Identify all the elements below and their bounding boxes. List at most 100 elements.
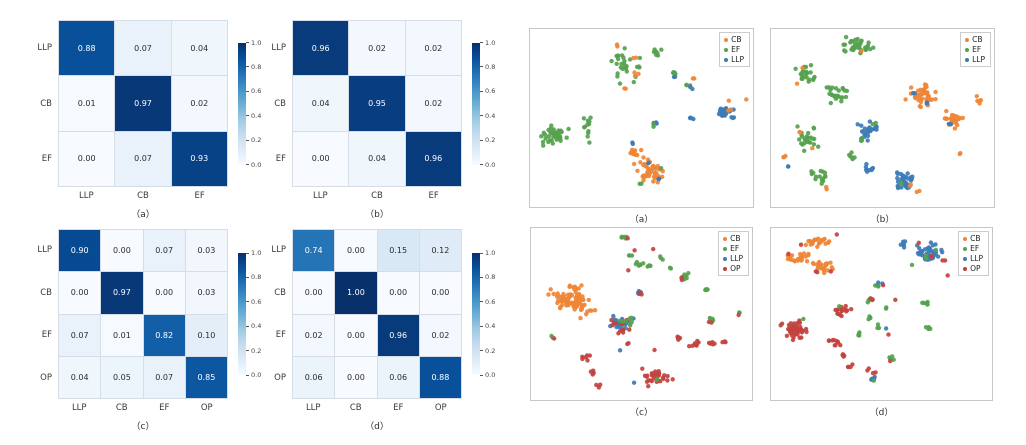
scatter-series-OP	[893, 297, 898, 302]
colorbar-tick-mark	[246, 301, 249, 303]
matrix-cell: 0.00	[293, 272, 335, 314]
legend-label: OP	[970, 264, 981, 273]
legend-label: EF	[972, 45, 982, 54]
matrix-cell: 0.97	[115, 76, 171, 131]
legend: CB EF LLP OP	[718, 231, 749, 276]
heatmap-area: LLP CB EF 0.96 0.02 0.02 0.04 0.95 0.02 0.00 0.04 0…	[258, 0, 503, 201]
legend-dot-icon	[724, 57, 729, 62]
scatter-series-CB	[744, 97, 749, 102]
row-label: LLP	[271, 42, 286, 53]
colorbar-tick-mark	[480, 90, 483, 92]
scatter-series-EF	[651, 47, 664, 58]
scatter-series-CB	[781, 153, 788, 160]
scatter-series-LLP	[646, 160, 651, 166]
scatter-series-EF	[801, 316, 806, 322]
row-labels: LLP CB EF	[258, 20, 292, 187]
tsne-plot-c: CB EF LLP OP （c）	[530, 227, 753, 418]
legend-dot-icon	[723, 246, 728, 251]
matrix-cell: 0.88	[59, 21, 115, 76]
scatter-series-EF	[703, 287, 710, 293]
matrix-cell: 0.04	[59, 356, 101, 398]
scatter-series-EF	[793, 63, 817, 84]
matrix-cell: 0.93	[171, 131, 227, 186]
scatter-series-EF	[858, 135, 865, 143]
scatter-series-CB	[907, 182, 913, 189]
colorbar-tick-mark	[246, 139, 249, 141]
colorbar-tick-label: 1.0	[485, 249, 496, 257]
colorbar: 1.0 0.8 0.6 0.4 0.2 0.0	[238, 20, 261, 187]
legend-label: LLP	[731, 55, 744, 64]
legend: CB EF LLP	[719, 32, 750, 67]
scatter-series-EF	[809, 168, 828, 186]
scatter-series-OP	[736, 312, 741, 318]
matrix-cell: 0.12	[419, 230, 461, 272]
matrix-cell: 0.03	[185, 230, 227, 272]
legend-item: CB	[963, 234, 983, 243]
scatter-series-CB	[628, 147, 644, 158]
scatter-series-CB	[726, 98, 731, 103]
row-label: EF	[275, 330, 286, 341]
row-label: LLP	[271, 245, 286, 256]
scatter-series-EF	[875, 322, 882, 331]
scatter-series-OP	[636, 290, 644, 297]
colorbar-tick-mark	[246, 374, 249, 376]
legend-dot-icon	[723, 256, 728, 261]
scatter-series-CB	[914, 188, 922, 195]
scatter-series-LLP	[946, 121, 954, 127]
scatter-series-CB	[546, 283, 598, 321]
legend-label: LLP	[972, 55, 985, 64]
scatter-canvas	[778, 232, 950, 383]
legend-label: EF	[731, 45, 741, 54]
colorbar-tick-label: 0.0	[251, 371, 262, 379]
legend-item: EF	[723, 244, 743, 253]
colorbar-tick-mark	[246, 42, 249, 43]
legend: CB EF LLP OP	[958, 231, 989, 276]
matrix-cell: 0.00	[419, 272, 461, 314]
scatter-series-CB	[614, 42, 620, 49]
legend-label: CB	[970, 234, 981, 243]
matrix-cell: 0.06	[377, 356, 419, 398]
tsne-plot-block: CB EF LLP （a） CB EF LLP （b） CB EF LLP OP （c） CB…	[520, 0, 1026, 445]
colorbar-tick-mark	[246, 115, 249, 117]
row-label: EF	[41, 154, 52, 165]
matrix-cell: 0.74	[293, 230, 335, 272]
scatter-series-OP	[945, 273, 950, 278]
tsne-plot-b: CB EF LLP （b）	[770, 28, 995, 225]
scatter-series-EF	[654, 376, 660, 382]
scatter-series-OP	[625, 341, 631, 347]
colorbar-tick-label: 1.0	[485, 38, 496, 47]
scatter-series-LLP	[617, 348, 623, 353]
colorbar: 1.0 0.8 0.6 0.4 0.2 0.0	[472, 20, 495, 187]
colorbar-tick-mark	[246, 90, 249, 92]
colorbar-tick-mark	[480, 66, 483, 68]
plot-area: CB EF LLP	[529, 28, 754, 208]
heatmap-grid: 0.90 0.00 0.07 0.03 0.00 0.97 0.00 0.03 0.07 0.01…	[58, 229, 228, 399]
scatter-series-LLP	[716, 106, 737, 121]
scatter-series-OP	[652, 347, 657, 353]
scatter-series-OP	[679, 275, 684, 283]
colorbar-tick-label: 1.0	[251, 249, 262, 257]
colorbar-tick-label: 0.6	[485, 297, 496, 306]
legend-label: CB	[731, 35, 742, 44]
scatter-series-LLP	[894, 170, 915, 191]
scatter-series-EF	[871, 378, 876, 383]
subfigure-caption: （b）	[870, 215, 895, 225]
heatmap-area: LLP CB EF OP 0.74 0.00 0.15 0.12 0.00 1.00 0.00 0.0…	[258, 222, 503, 413]
scatter-series-CB	[622, 86, 628, 91]
legend-label: CB	[730, 234, 741, 243]
legend-item: CB	[724, 35, 744, 44]
col-labels: LLP CB EF OP	[58, 403, 228, 413]
matrix-cell: 0.96	[377, 314, 419, 356]
matrix-cell: 0.02	[405, 21, 461, 76]
matrix-cell: 0.02	[293, 314, 335, 356]
scatter-series-OP	[594, 382, 603, 390]
colorbar-tick-label: 0.4	[251, 322, 262, 331]
legend-dot-icon	[963, 256, 968, 261]
scatter-series-OP	[687, 338, 701, 349]
scatter-series-CB	[957, 151, 963, 157]
scatter-series-OP	[626, 268, 631, 273]
colorbar-tick-label: 0.0	[485, 160, 496, 169]
legend: CB EF LLP	[960, 32, 991, 67]
scatter-series-LLP	[671, 74, 678, 80]
